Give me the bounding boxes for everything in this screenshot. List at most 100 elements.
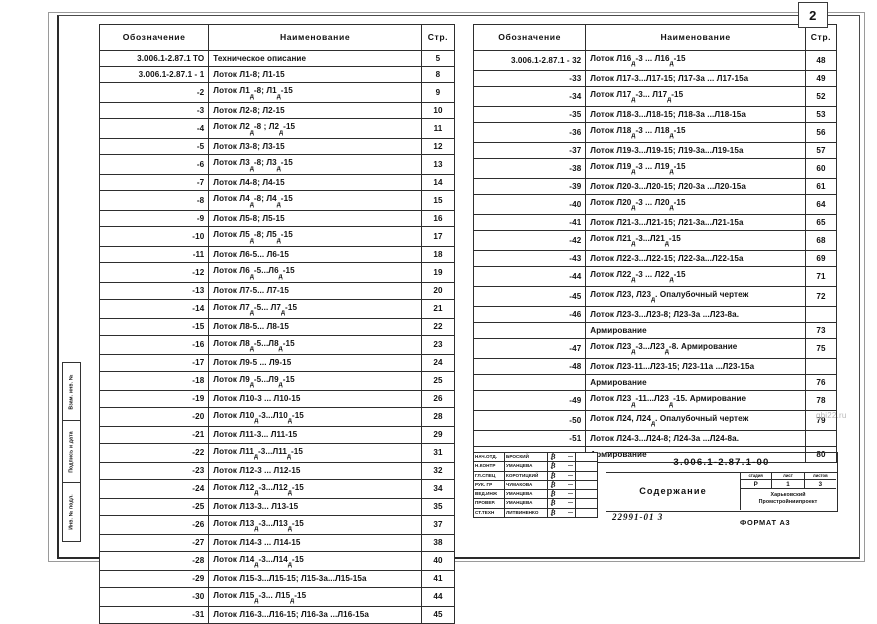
signature-date — [575, 498, 598, 509]
title-block-row: ВЕД.ИНЖ УМАНЦЕВА ₿⃝ — — [473, 489, 598, 500]
table-row: -22 Лоток Л11д-3...Л11д-15 31 — [98, 442, 456, 464]
cell-designation: -31 — [98, 606, 210, 624]
cell-name: Лоток Л11д-3...Л11д-15 — [208, 442, 422, 464]
cell-name: Лоток Л3д-8; Л3д-15 — [208, 154, 422, 176]
cell-designation: -5 — [98, 138, 210, 156]
cell-page: 57 — [804, 141, 838, 160]
cell-designation: -39 — [472, 177, 587, 196]
table-row: -43 Лоток Л22-3...Л22-15; Л22-3а...Л22-15… — [472, 249, 838, 268]
watermark: gbi22.ru — [816, 411, 847, 420]
title-block-main: 3.006.1-2.87.1-00 Содержание стадия лист… — [606, 452, 838, 512]
table-row: -12 Лоток Л6д-5...Л6д-15 19 — [98, 262, 456, 284]
cell-page: 45 — [420, 606, 456, 624]
cell-name: Лоток Л19-3...Л19-15; Л19-3а...Л19-15а — [585, 141, 806, 160]
cell-designation: 3.006.1-2.87.1 - 1 — [98, 66, 210, 84]
gost-margin-strip: Взам. инв. № Подпись и дата Инв. № подл. — [62, 362, 81, 542]
signatory-role: ГЛ.СПЕЦ — [473, 470, 505, 481]
title-block-signatories: НАЧ.ОТД. БРОСКИЙ ₿⃝ — Н.КОНТР УМАНЦЕВА ₿⃝ — ГЛ.С… — [473, 451, 598, 519]
cell-name: Лоток Л9-5 ... Л9-15 — [208, 354, 422, 372]
gost-cell-vzam-inv: Взам. инв. № — [62, 362, 81, 422]
table-row: -26 Лоток Л13д-3...Л13д-15 37 — [98, 514, 456, 536]
cell-designation — [472, 321, 587, 340]
cell-name: Лоток Л8д-5...Л8д-15 — [208, 334, 422, 356]
cell-page: 65 — [804, 213, 838, 232]
cell-page: 21 — [420, 298, 456, 320]
cell-name: Лоток Л6-5... Л6-15 — [208, 246, 422, 264]
cell-designation: -17 — [98, 354, 210, 372]
organization-line-2: Промстройниипроект — [758, 499, 818, 505]
cell-name: Лоток Л4-8; Л4-15 — [208, 174, 422, 192]
cell-page: 16 — [420, 210, 456, 228]
organization-line-1: Харьковский — [770, 492, 806, 498]
cell-page: 61 — [804, 177, 838, 196]
table-row: -33 Лоток Л17-3...Л17-15; Л17-3а ... Л17-… — [472, 69, 838, 88]
table-row: -21 Лоток Л11-3... Л11-15 29 — [98, 426, 456, 444]
cell-page: 37 — [420, 514, 456, 536]
cell-page: 41 — [420, 570, 456, 588]
table-row: -46 Лоток Л23-3...Л23-8; Л23-3а ...Л23-8а… — [472, 305, 838, 323]
title-block-row: СТ.ТЕХН ЛИТВИНЕНКО ₿⃝ — — [473, 507, 598, 519]
gost-cell-inv-podl: Инв. № подл. — [62, 482, 81, 542]
table-row: -5 Лоток Л3-8; Л3-15 12 — [98, 138, 456, 156]
cell-page: 72 — [804, 285, 838, 307]
cell-designation: -9 — [98, 210, 210, 228]
cell-name: Армирование — [585, 374, 806, 392]
cell-designation: -51 — [472, 429, 587, 448]
cell-designation: -13 — [98, 282, 210, 300]
cell-designation: -49 — [472, 390, 587, 412]
cell-designation: -14 — [98, 298, 210, 320]
title-block-row: Н.КОНТР УМАНЦЕВА ₿⃝ — — [473, 461, 598, 472]
sheets-value: 3 — [804, 480, 836, 489]
cell-page: 71 — [804, 266, 838, 287]
cell-page: 29 — [420, 426, 456, 444]
cell-name: Лоток Л13д-3...Л13д-15 — [208, 514, 422, 536]
signature-mark: ₿⃝ — — [547, 479, 576, 491]
cell-page: 20 — [420, 282, 456, 300]
cell-designation: -11 — [98, 246, 210, 264]
cell-designation: -28 — [98, 550, 210, 572]
cell-page: 13 — [420, 154, 456, 176]
table-row: -9 Лоток Л5-8; Л5-15 16 — [98, 210, 456, 228]
cell-designation: -20 — [98, 406, 210, 428]
table-row: -37 Лоток Л19-3...Л19-15; Л19-3а...Л19-15… — [472, 141, 838, 160]
signature-date — [575, 489, 598, 500]
cell-page: 32 — [420, 462, 456, 480]
cell-designation: -34 — [472, 86, 587, 107]
table-row: -45 Лоток Л23, Л23д. Опалубочный чертеж 72 — [472, 285, 838, 307]
cell-page: 56 — [804, 122, 838, 143]
table-row: -10 Лоток Л5д-8; Л5д-15 17 — [98, 226, 456, 248]
cell-designation: -35 — [472, 105, 587, 124]
cell-name: Лоток Л13-3... Л13-15 — [208, 498, 422, 516]
column-header-name: Наименование — [208, 24, 422, 51]
cell-designation: -21 — [98, 426, 210, 444]
cell-designation — [472, 374, 587, 392]
cell-designation: -47 — [472, 338, 587, 359]
cell-page: 24 — [420, 354, 456, 372]
cell-name: Лоток Л14д-3...Л14д-15 — [208, 550, 422, 572]
column-header-page: Стр. — [804, 24, 838, 51]
gost-cell-podpis-data-label: Подпись и дата — [67, 431, 74, 473]
table-row: -34 Лоток Л17д-3... Л17д-15 52 — [472, 86, 838, 107]
cell-name: Лоток Л21-3...Л21-15; Л21-3а...Л21-15а — [585, 213, 806, 232]
cell-designation: -15 — [98, 318, 210, 336]
cell-name: Лоток Л18-3...Л18-15; Л18-3а ...Л18-15а — [585, 105, 806, 124]
table-row: -36 Лоток Л18д-3 ... Л18д-15 56 — [472, 122, 838, 143]
sheet-frame-outer — [48, 12, 865, 562]
cell-page — [804, 305, 838, 323]
sheets-header-label: листов — [804, 472, 836, 480]
table-row: -35 Лоток Л18-3...Л18-15; Л18-3а ...Л18-1… — [472, 105, 838, 124]
signature-mark: ₿⃝ — — [547, 470, 576, 481]
signatory-role: СТ.ТЕХН — [473, 507, 505, 519]
drawing-sheet: 2 Взам. инв. № Подпись и дата Инв. № под… — [48, 2, 865, 624]
table-row: -40 Лоток Л20д-3 ... Л20д-15 64 — [472, 194, 838, 215]
cell-name: Лоток Л2-8; Л2-15 — [208, 102, 422, 120]
cell-name: Лоток Л23-3...Л23-8; Л23-3а ...Л23-8а. — [585, 305, 806, 323]
table-row: Армирование 76 — [472, 374, 838, 392]
cell-page: 69 — [804, 249, 838, 268]
cell-designation: -19 — [98, 390, 210, 408]
table-row: -25 Лоток Л13-3... Л13-15 35 — [98, 498, 456, 516]
table-row: -7 Лоток Л4-8; Л4-15 14 — [98, 174, 456, 192]
signatory-role: ВЕД.ИНЖ — [473, 489, 505, 500]
stage-sheet-block: стадия лист листов Р 1 3 Харьковский Про… — [740, 472, 836, 510]
cell-page: 5 — [420, 49, 456, 68]
